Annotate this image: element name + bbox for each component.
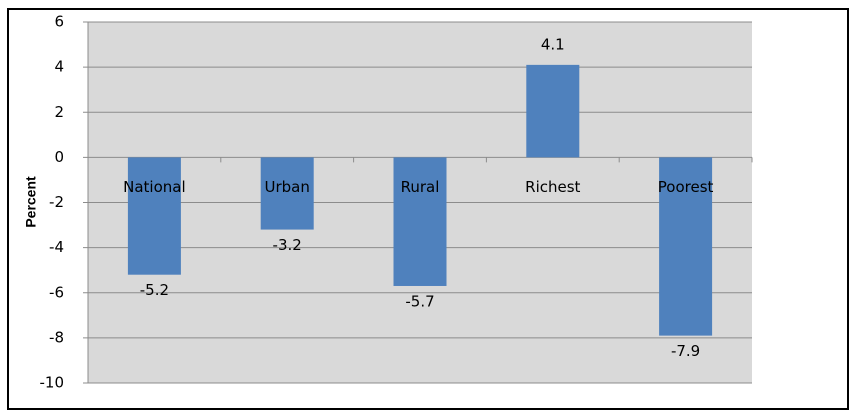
data-label: -5.2 <box>140 281 169 299</box>
x-tick-label: Richest <box>525 178 580 196</box>
data-label: -5.7 <box>405 292 434 310</box>
y-tick-label: -8 <box>49 328 64 346</box>
x-tick-label: Rural <box>401 178 440 196</box>
y-axis-label: Percent <box>23 176 39 228</box>
y-tick-label: 4 <box>54 58 64 76</box>
data-label: -7.9 <box>671 342 700 360</box>
bar <box>526 64 580 158</box>
x-tick-label: Urban <box>265 178 310 196</box>
bar <box>393 157 447 286</box>
bar <box>127 157 181 275</box>
y-tick-label: 0 <box>54 148 64 166</box>
y-tick-label: -6 <box>49 283 64 301</box>
y-tick-label: 2 <box>54 103 64 121</box>
data-label: 4.1 <box>541 35 565 53</box>
bar <box>659 157 713 336</box>
data-label: -3.2 <box>273 236 302 254</box>
bar <box>260 157 314 230</box>
y-tick-label: -4 <box>49 238 64 256</box>
x-tick-label: Poorest <box>658 178 714 196</box>
y-tick-label: 6 <box>54 13 64 31</box>
y-tick-label: -2 <box>49 193 64 211</box>
x-tick-label: National <box>123 178 186 196</box>
y-tick-label: -10 <box>40 374 65 392</box>
